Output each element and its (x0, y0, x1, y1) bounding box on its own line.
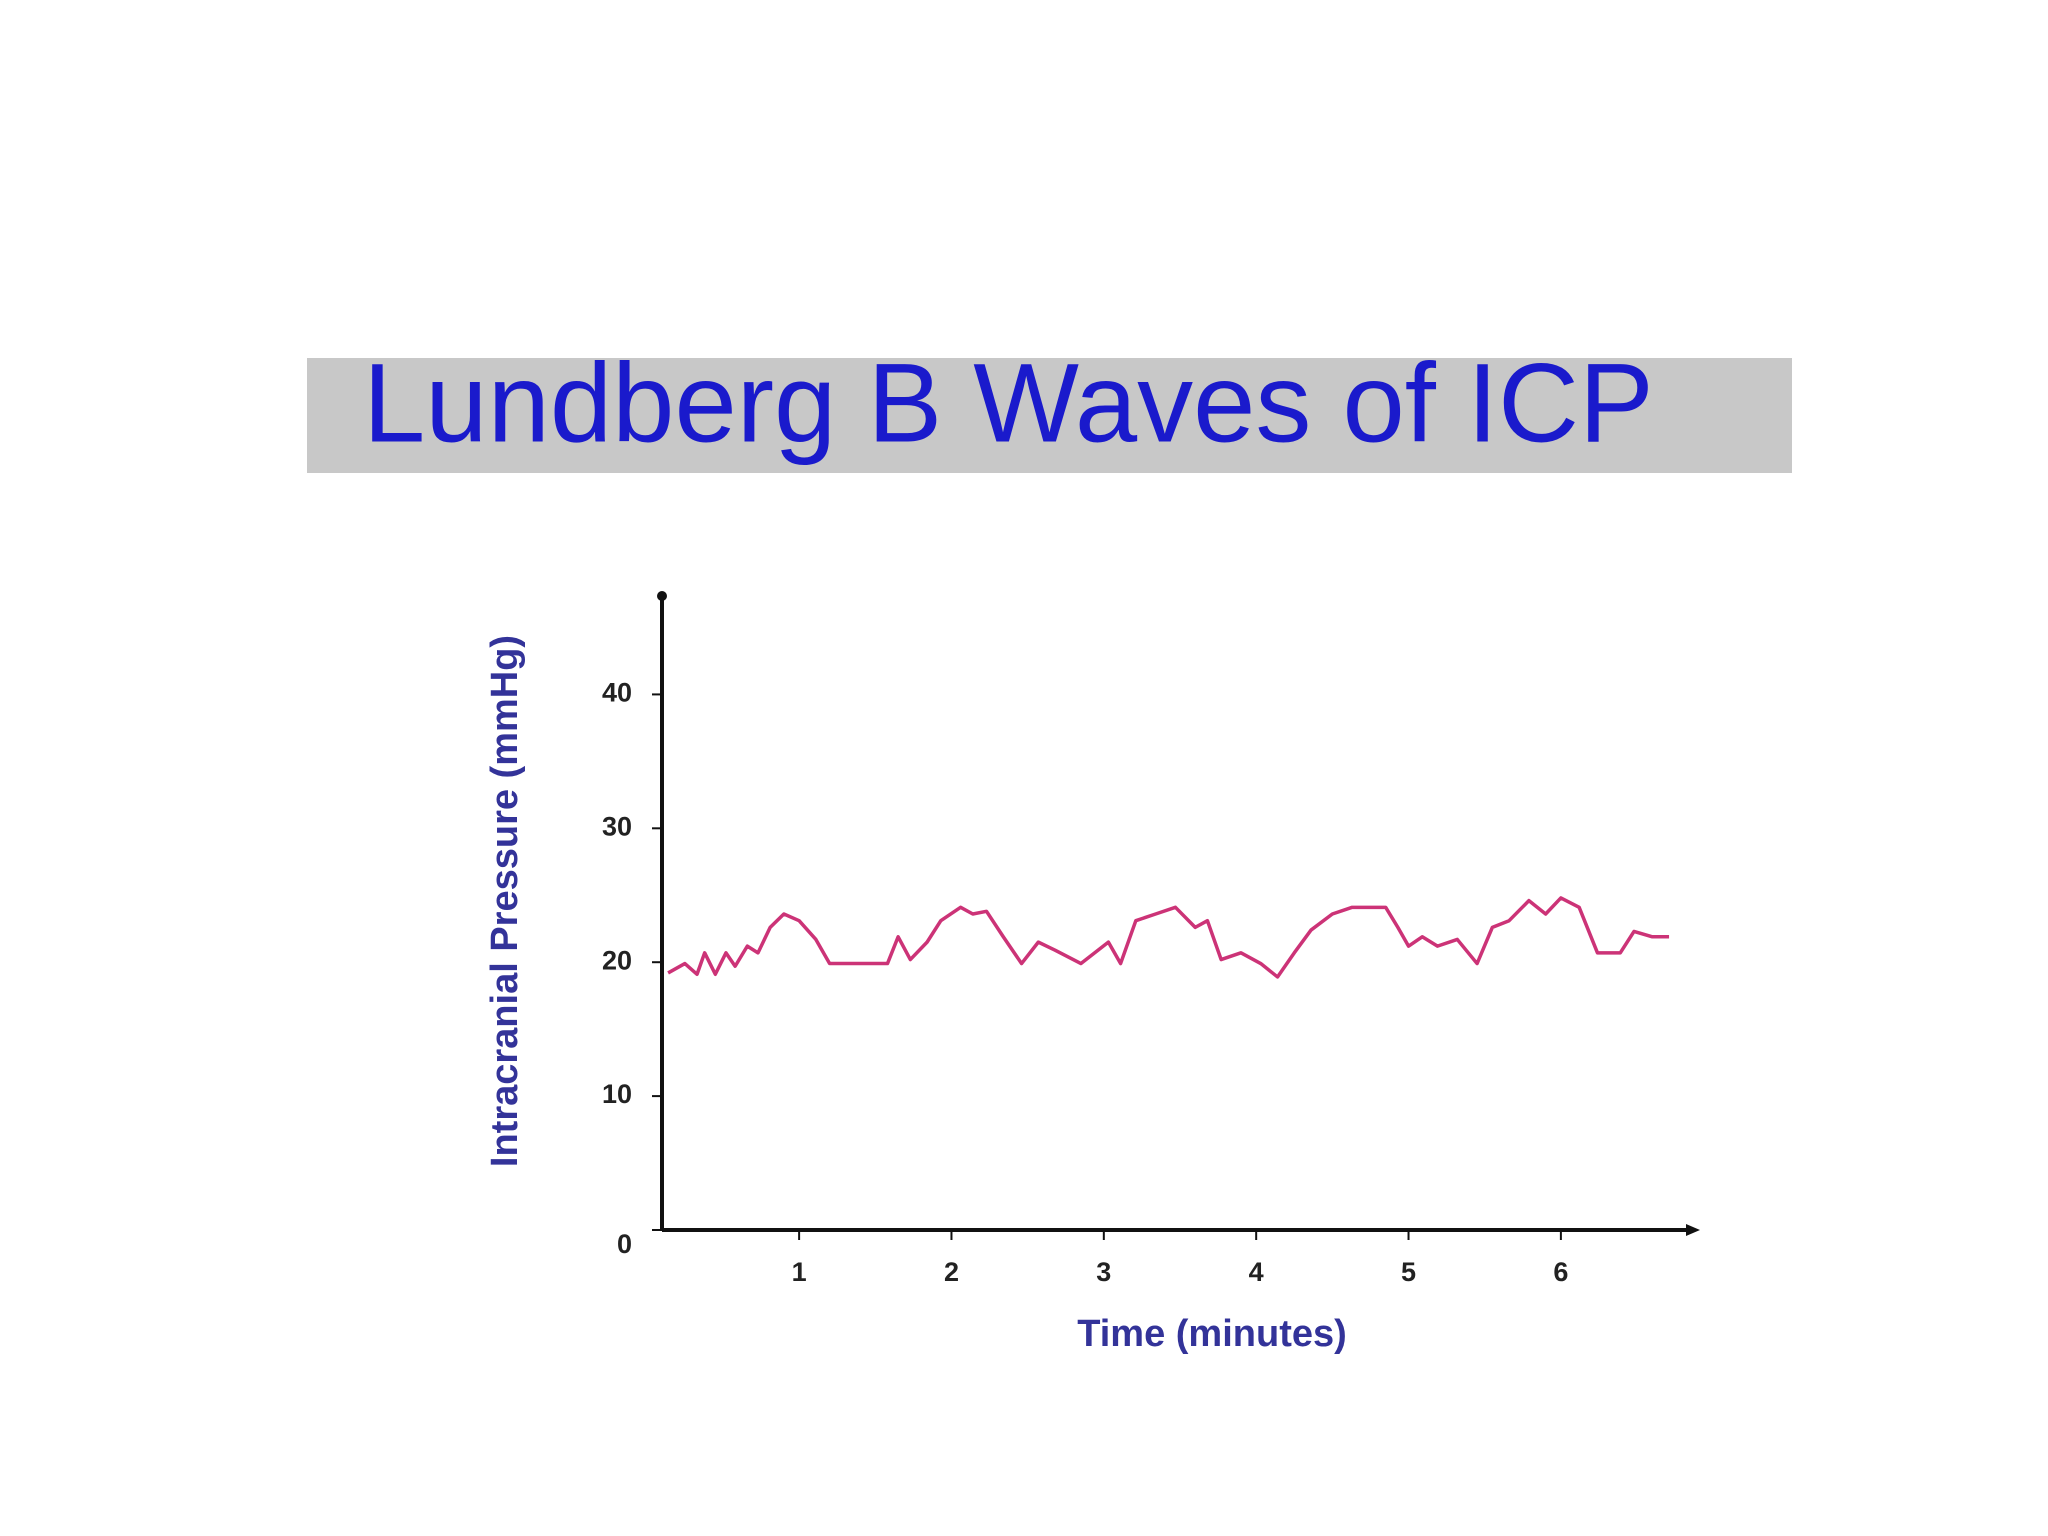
y-axis-arrow (657, 591, 667, 601)
y-tick-label: 10 (602, 1079, 632, 1109)
x-tick-label: 4 (1249, 1257, 1264, 1287)
y-tick-label: 0 (617, 1229, 632, 1259)
x-tick-label: 6 (1553, 1257, 1568, 1287)
x-tick-label: 1 (792, 1257, 807, 1287)
x-tick-label: 2 (944, 1257, 959, 1287)
x-tick-label: 3 (1096, 1257, 1111, 1287)
y-tick-label: 30 (602, 811, 632, 841)
chart-title: Lundberg B Waves of ICP (363, 341, 1654, 466)
title-banner (307, 358, 1792, 473)
y-tick-label: 40 (602, 678, 632, 708)
x-axis-arrow (1686, 1224, 1700, 1236)
x-tick-label: 5 (1401, 1257, 1416, 1287)
line-series (667, 896, 1670, 979)
y-axis-title: Intracranial Pressure (mmHg) (484, 635, 526, 1167)
y-tick-label: 20 (602, 945, 632, 975)
x-axis-title: Time (minutes) (1077, 1313, 1347, 1355)
